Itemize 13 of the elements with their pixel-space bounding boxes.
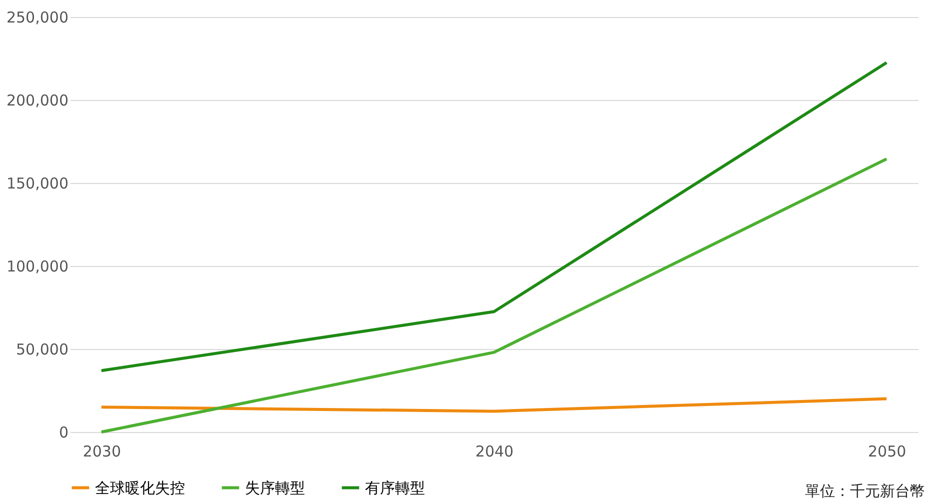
- y-tick-label: 50,000: [16, 340, 68, 358]
- x-tick-label: 2040: [475, 442, 514, 460]
- y-tick-label: 200,000: [6, 92, 68, 110]
- legend-label: 失序轉型: [245, 478, 305, 497]
- legend-label: 全球暖化失控: [95, 478, 185, 497]
- x-tick-label: 2050: [868, 442, 906, 460]
- y-tick-label: 150,000: [6, 174, 68, 192]
- y-tick-label: 0: [58, 424, 68, 442]
- text: 單位：千元新台幣: [805, 482, 925, 500]
- y-tick-label: 250,000: [6, 8, 68, 26]
- x-tick-label: 2030: [82, 442, 121, 460]
- legend-label: 有序轉型: [365, 478, 425, 497]
- y-tick-label: 100,000: [6, 258, 68, 276]
